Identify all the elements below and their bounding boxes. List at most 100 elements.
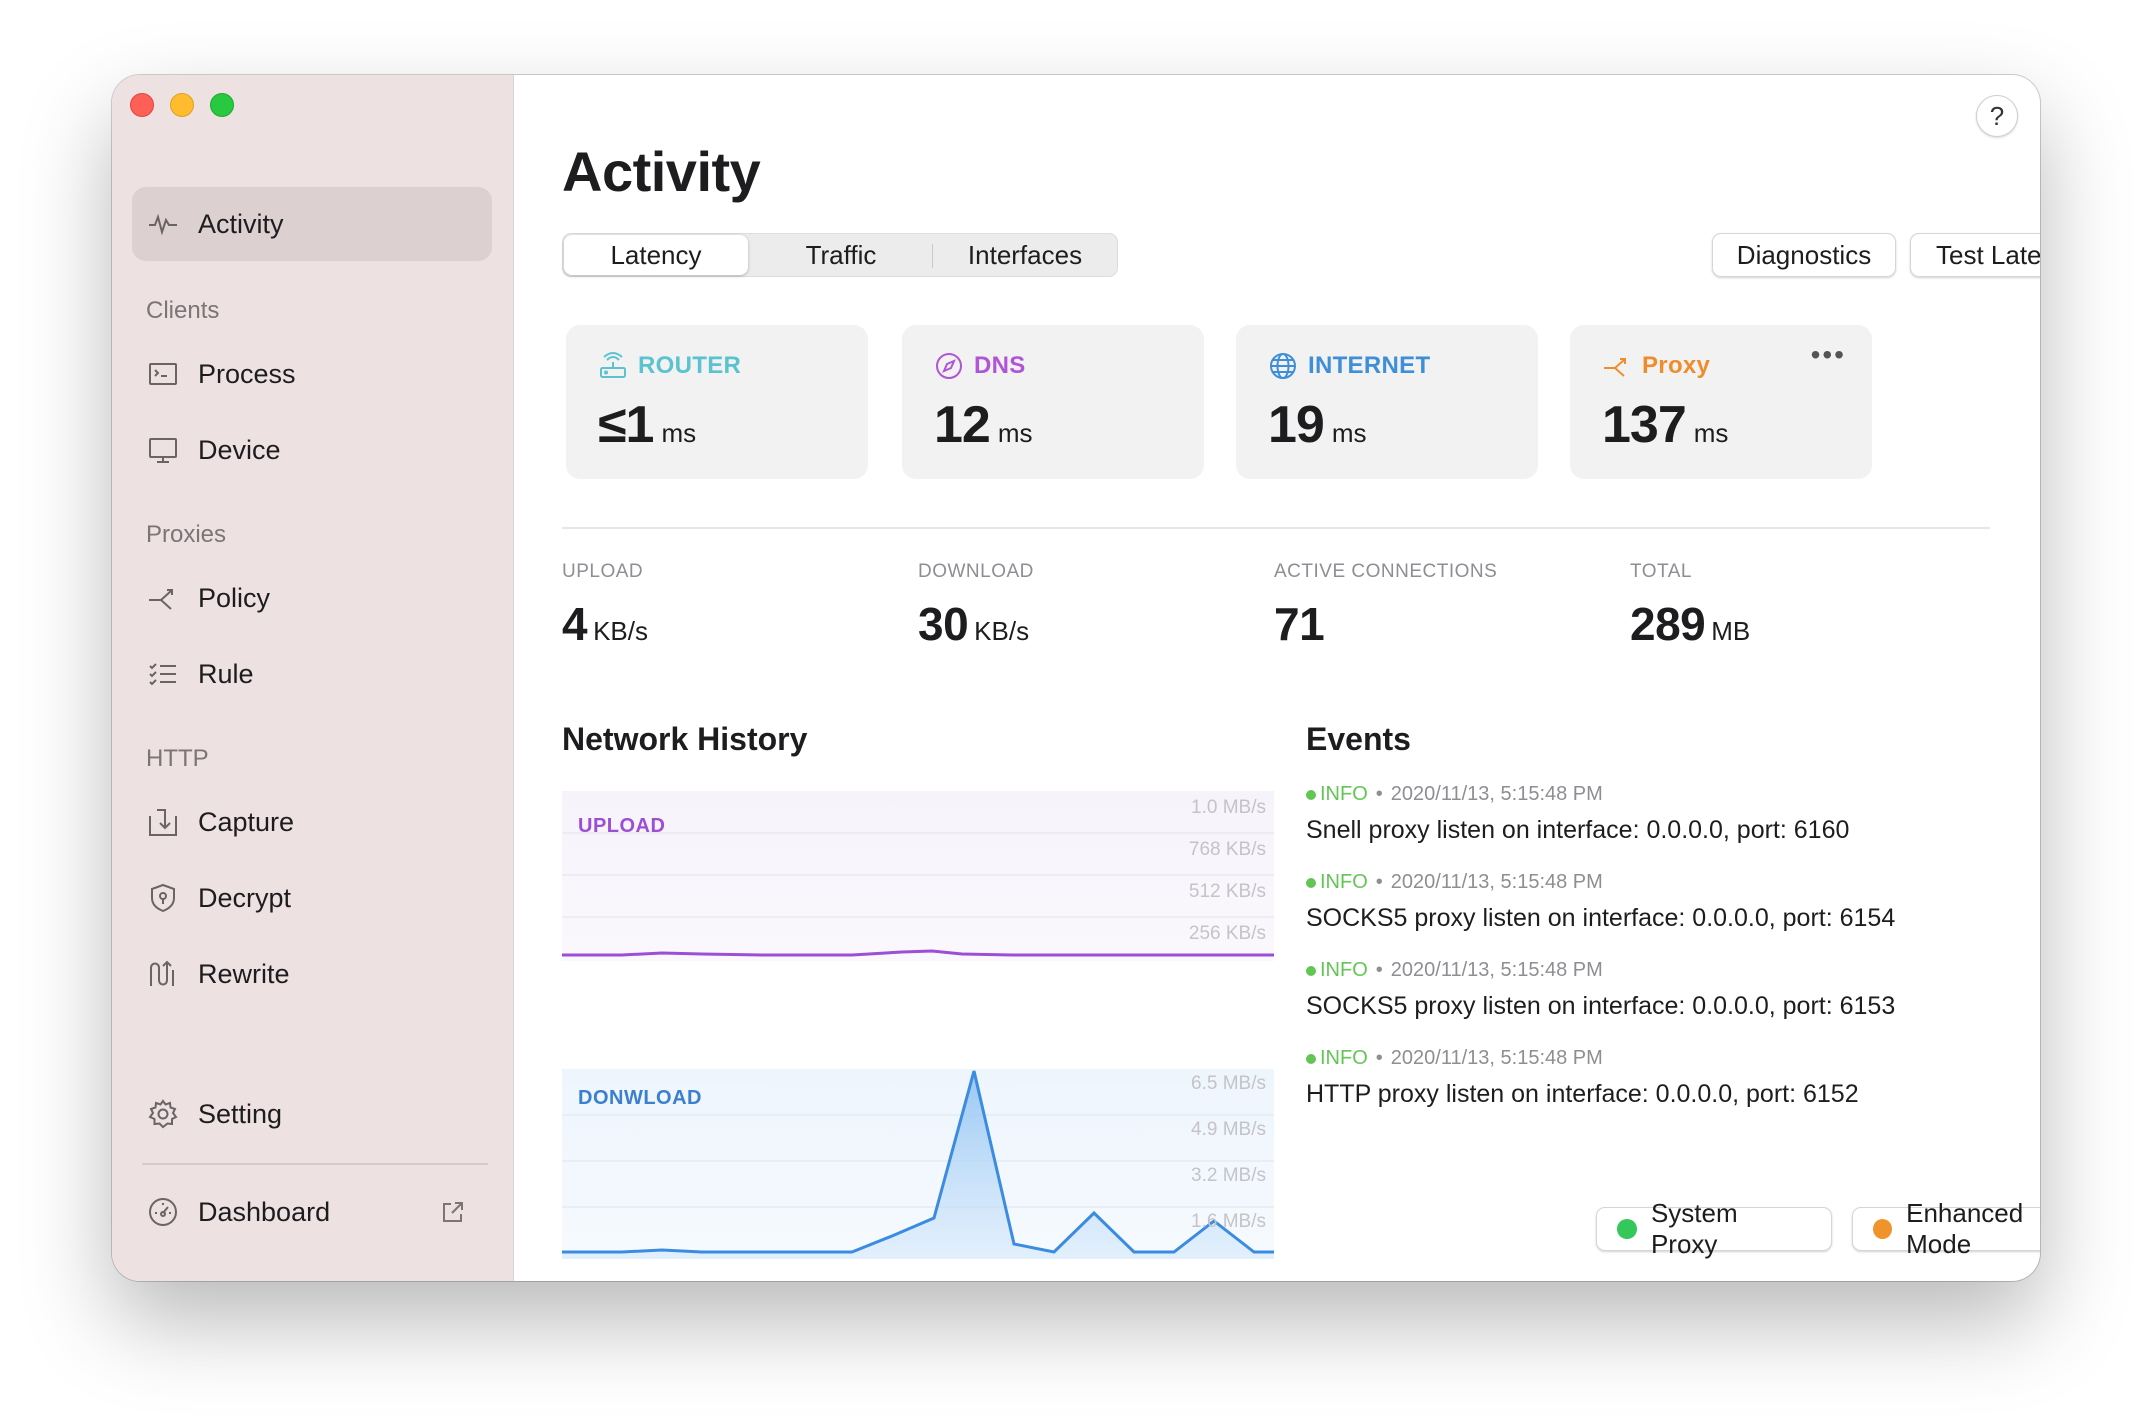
download-chart-label: DONWLOAD <box>578 1087 702 1109</box>
event-level: INFO <box>1320 783 1368 805</box>
stat-value: 30 <box>918 598 969 650</box>
terminal-icon <box>146 357 180 391</box>
sidebar-item-capture[interactable]: Capture <box>132 785 492 859</box>
event-message: Snell proxy listen on interface: 0.0.0.0… <box>1306 816 1850 844</box>
sidebar-item-label: Rule <box>198 658 254 689</box>
event-level: INFO <box>1320 871 1368 893</box>
enhanced-mode-label: Enhanced Mode <box>1906 1198 2024 1259</box>
sidebar-item-setting[interactable]: Setting <box>132 1077 492 1151</box>
page-title: Activity <box>562 140 761 203</box>
upload-tick-label: 512 KB/s <box>1188 881 1266 902</box>
external-link-icon[interactable] <box>440 1199 466 1225</box>
event-separator: • <box>1375 783 1383 805</box>
section-label-proxies: Proxies <box>146 521 227 548</box>
zoom-window-button[interactable] <box>210 93 234 117</box>
event-item: INFO • 2020/11/13, 5:15:48 PM Snell proxy … <box>1306 783 1996 845</box>
close-window-button[interactable] <box>130 93 154 117</box>
checklist-icon <box>146 657 180 691</box>
latency-label: DNS <box>974 352 1026 379</box>
events-title: Events <box>1306 721 1411 757</box>
download-series-area <box>562 1071 1274 1259</box>
tab-interfaces[interactable]: Interfaces <box>967 239 1083 270</box>
rewrite-icon <box>146 957 180 991</box>
stat-unit: MB <box>1711 616 1751 646</box>
event-message: HTTP proxy listen on interface: 0.0.0.0,… <box>1306 1080 1859 1108</box>
minimize-window-button[interactable] <box>170 93 194 117</box>
test-latency-button[interactable]: Test Latency <box>1910 233 2040 277</box>
tab-latency[interactable]: Latency <box>564 235 748 275</box>
latency-unit: ms <box>661 418 697 448</box>
sidebar-item-dashboard[interactable]: Dashboard <box>132 1175 492 1249</box>
stat-label: DOWNLOAD <box>918 561 1034 582</box>
download-tick-label: 3.2 MB/s <box>1191 1165 1266 1186</box>
stat-label: TOTAL <box>1630 561 1692 582</box>
upload-tick-label: 768 KB/s <box>1188 839 1266 860</box>
compass-icon <box>936 353 962 379</box>
info-dot-icon <box>1306 877 1316 888</box>
event-message: SOCKS5 proxy listen on interface: 0.0.0.… <box>1306 992 1896 1020</box>
tab-separator <box>932 244 933 268</box>
stat-value: 4 <box>562 598 588 650</box>
capture-icon <box>146 805 180 839</box>
help-button[interactable]: ? <box>1976 95 2018 137</box>
event-message: SOCKS5 proxy listen on interface: 0.0.0.… <box>1306 904 1896 932</box>
view-tabs: Latency Traffic Interfaces <box>562 233 1118 277</box>
activity-icon <box>146 207 180 241</box>
event-level: INFO <box>1320 1047 1368 1069</box>
sidebar-item-rewrite[interactable]: Rewrite <box>132 937 492 1011</box>
latency-card-dns[interactable]: DNS 12 ms <box>902 325 1204 479</box>
latency-value: 137 <box>1602 396 1687 454</box>
enhanced-mode-button[interactable]: Enhanced Mode <box>1852 1198 2040 1259</box>
window-controls <box>130 93 234 117</box>
stat-download: DOWNLOAD 30 KB/s <box>918 561 1034 651</box>
download-tick-label: 6.5 MB/s <box>1191 1073 1266 1094</box>
tab-traffic[interactable]: Traffic <box>749 234 933 276</box>
main-content: ? Activity Latency Traffic Interfaces Di… <box>514 75 2040 1281</box>
section-divider <box>562 527 1990 529</box>
shield-icon <box>146 881 180 915</box>
status-dot-icon <box>1617 1219 1637 1239</box>
system-proxy-button[interactable]: System Proxy <box>1596 1198 1832 1259</box>
sidebar-item-policy[interactable]: Policy <box>132 561 492 635</box>
upload-chart: UPLOAD 1.0 MB/s 768 KB/s 512 KB/s 256 KB… <box>562 791 1274 961</box>
stat-value: 289 <box>1630 598 1706 650</box>
status-dot-icon <box>1873 1219 1893 1239</box>
download-chart: DONWLOAD 6.5 MB/s 4.9 MB/s 3.2 MB/s 1.6 … <box>562 1069 1274 1259</box>
sidebar-item-label: Dashboard <box>198 1196 331 1227</box>
sidebar: Activity Clients Process Device Proxies … <box>112 75 514 1281</box>
latency-card-router[interactable]: ROUTER ≤1 ms <box>566 325 868 479</box>
event-time: 2020/11/13, 5:15:48 PM <box>1390 783 1603 805</box>
sidebar-item-label: Process <box>198 358 296 389</box>
sidebar-item-rule[interactable]: Rule <box>132 637 492 711</box>
sidebar-item-activity[interactable]: Activity <box>132 187 492 261</box>
download-chart-plot <box>562 1069 1274 1259</box>
latency-card-proxy[interactable]: ••• Proxy 137 ms <box>1570 325 1872 479</box>
stat-active-connections: ACTIVE CONNECTIONS 71 <box>1274 561 1497 651</box>
sidebar-item-decrypt[interactable]: Decrypt <box>132 861 492 935</box>
sidebar-item-device[interactable]: Device <box>132 413 492 487</box>
event-item: INFO • 2020/11/13, 5:15:48 PM SOCKS5 proxy… <box>1306 959 1996 1021</box>
policy-icon <box>1604 358 1626 377</box>
event-item: INFO • 2020/11/13, 5:15:48 PM HTTP proxy l… <box>1306 1047 1996 1109</box>
latency-value: 19 <box>1268 396 1325 454</box>
upload-chart-plot <box>562 791 1274 961</box>
events-list: INFO • 2020/11/13, 5:15:48 PM Snell proxy … <box>1306 783 1996 1135</box>
upload-chart-bg <box>562 791 1274 961</box>
upload-tick-label: 256 KB/s <box>1188 923 1266 944</box>
info-dot-icon <box>1306 1053 1316 1064</box>
event-level: INFO <box>1320 959 1368 981</box>
tab-label: Traffic <box>805 239 877 270</box>
gear-icon <box>146 1097 180 1131</box>
more-options-icon[interactable]: ••• <box>1810 339 1846 370</box>
section-label-clients: Clients <box>146 297 220 324</box>
sidebar-item-process[interactable]: Process <box>132 337 492 411</box>
diagnostics-button[interactable]: Diagnostics <box>1712 233 1896 277</box>
latency-card-internet[interactable]: INTERNET 19 ms <box>1236 325 1538 479</box>
policy-icon <box>146 581 180 615</box>
sidebar-item-label: Capture <box>198 806 295 837</box>
stat-value: 71 <box>1274 598 1325 650</box>
system-proxy-label: System Proxy <box>1650 1198 1738 1259</box>
sidebar-item-label: Setting <box>198 1098 283 1129</box>
event-separator: • <box>1375 1047 1383 1069</box>
upload-chart-label: UPLOAD <box>578 815 666 837</box>
